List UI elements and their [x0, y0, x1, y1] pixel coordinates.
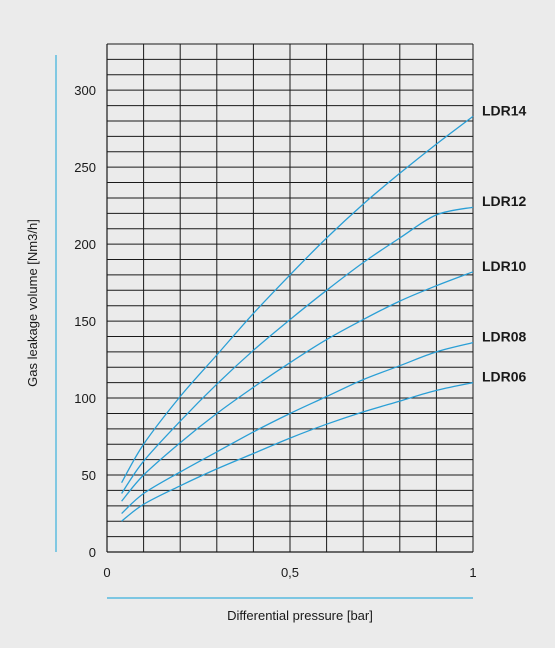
y-tick-label: 300 — [74, 83, 96, 98]
x-axis-title: Differential pressure [bar] — [227, 608, 373, 623]
series-label-ldr06: LDR06 — [482, 369, 527, 385]
x-tick-label: 1 — [469, 565, 476, 580]
y-axis-title: Gas leakage volume [Nm3/h] — [25, 219, 40, 387]
y-tick-label: 150 — [74, 314, 96, 329]
y-tick-label: 0 — [89, 545, 96, 560]
series-label-ldr10: LDR10 — [482, 258, 527, 274]
series-label-ldr08: LDR08 — [482, 329, 527, 345]
series-label-ldr14: LDR14 — [482, 102, 527, 118]
grid — [107, 44, 473, 552]
y-tick-label: 50 — [82, 468, 96, 483]
series-curves — [122, 116, 473, 521]
y-tick-label: 250 — [74, 160, 96, 175]
series-line-ldr10 — [122, 272, 473, 501]
x-tick-label: 0 — [103, 565, 110, 580]
y-tick-label: 200 — [74, 237, 96, 252]
x-tick-label: 0,5 — [281, 565, 299, 580]
y-tick-label: 100 — [74, 391, 96, 406]
series-label-ldr12: LDR12 — [482, 193, 527, 209]
series-line-ldr12 — [122, 207, 473, 493]
series-labels: LDR14 LDR12 LDR10 LDR08 LDR06 — [482, 102, 527, 384]
